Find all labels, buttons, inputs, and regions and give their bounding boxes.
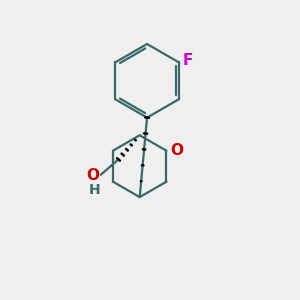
Text: O: O — [171, 142, 184, 158]
Text: O: O — [86, 167, 99, 182]
Text: H: H — [88, 183, 100, 197]
Text: F: F — [182, 53, 193, 68]
